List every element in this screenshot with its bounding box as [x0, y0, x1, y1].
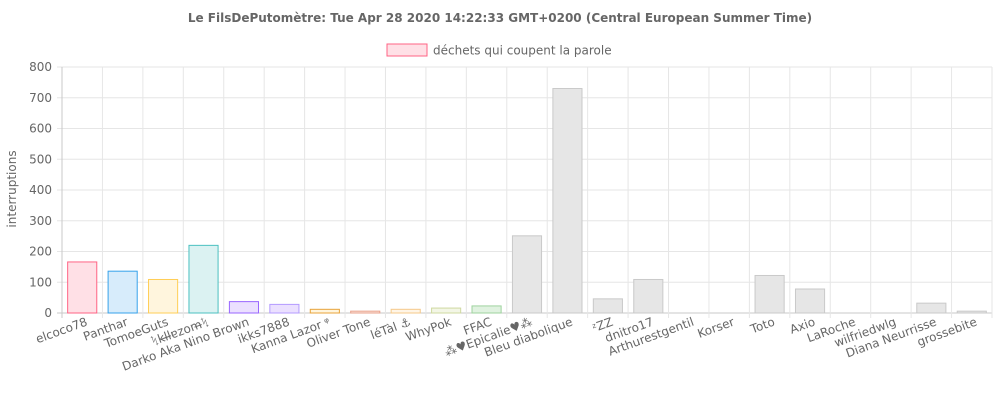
- bar[interactable]: [471, 305, 502, 314]
- bar[interactable]: [67, 261, 98, 314]
- legend-swatch: [386, 43, 428, 57]
- y-axis-title: interruptions: [5, 150, 19, 227]
- bar[interactable]: [309, 308, 340, 314]
- bar[interactable]: [552, 88, 583, 314]
- y-tick-label: 800: [29, 60, 52, 74]
- y-tick-label: 700: [29, 91, 52, 105]
- y-axis: 0 100 200 300 400 500 600 700 800: [29, 60, 52, 320]
- y-tick-label: 100: [29, 275, 52, 289]
- y-tick-label: 500: [29, 152, 52, 166]
- x-tick-label: ᶻZZ: [591, 315, 615, 335]
- x-tick-label: Toto: [748, 315, 777, 337]
- bar[interactable]: [228, 301, 260, 314]
- bar[interactable]: [592, 298, 623, 314]
- grid: [57, 66, 993, 318]
- bar[interactable]: [107, 270, 138, 314]
- bar[interactable]: [188, 244, 219, 314]
- y-tick-label: 600: [29, 122, 52, 136]
- y-tick-label: 200: [29, 245, 52, 259]
- x-tick-label: WhyPok: [404, 315, 454, 344]
- bar[interactable]: [916, 302, 947, 314]
- bar[interactable]: [956, 310, 987, 314]
- legend[interactable]: déchets qui coupent la parole: [386, 43, 612, 58]
- x-axis: elcoco78PantharTomoeGutsᛪkl̶l̶ɐzom̶ᛪDark…: [34, 315, 979, 374]
- bar[interactable]: [148, 278, 179, 314]
- bar[interactable]: [431, 307, 462, 314]
- bar[interactable]: [350, 310, 381, 314]
- x-tick-label: Korser: [696, 315, 737, 341]
- y-tick-label: 400: [29, 183, 52, 197]
- legend-label: déchets qui coupent la parole: [433, 44, 612, 58]
- bar[interactable]: [511, 235, 543, 314]
- bar[interactable]: [269, 303, 300, 314]
- y-tick-label: 300: [29, 214, 52, 228]
- bar[interactable]: [794, 288, 826, 314]
- chart-title: Le FilsDePutomètre: Tue Apr 28 2020 14:2…: [188, 11, 812, 25]
- bar[interactable]: [633, 278, 664, 314]
- bar[interactable]: [390, 308, 421, 314]
- bars: [67, 88, 987, 314]
- bar[interactable]: [754, 274, 785, 314]
- y-tick-label: 0: [44, 306, 52, 320]
